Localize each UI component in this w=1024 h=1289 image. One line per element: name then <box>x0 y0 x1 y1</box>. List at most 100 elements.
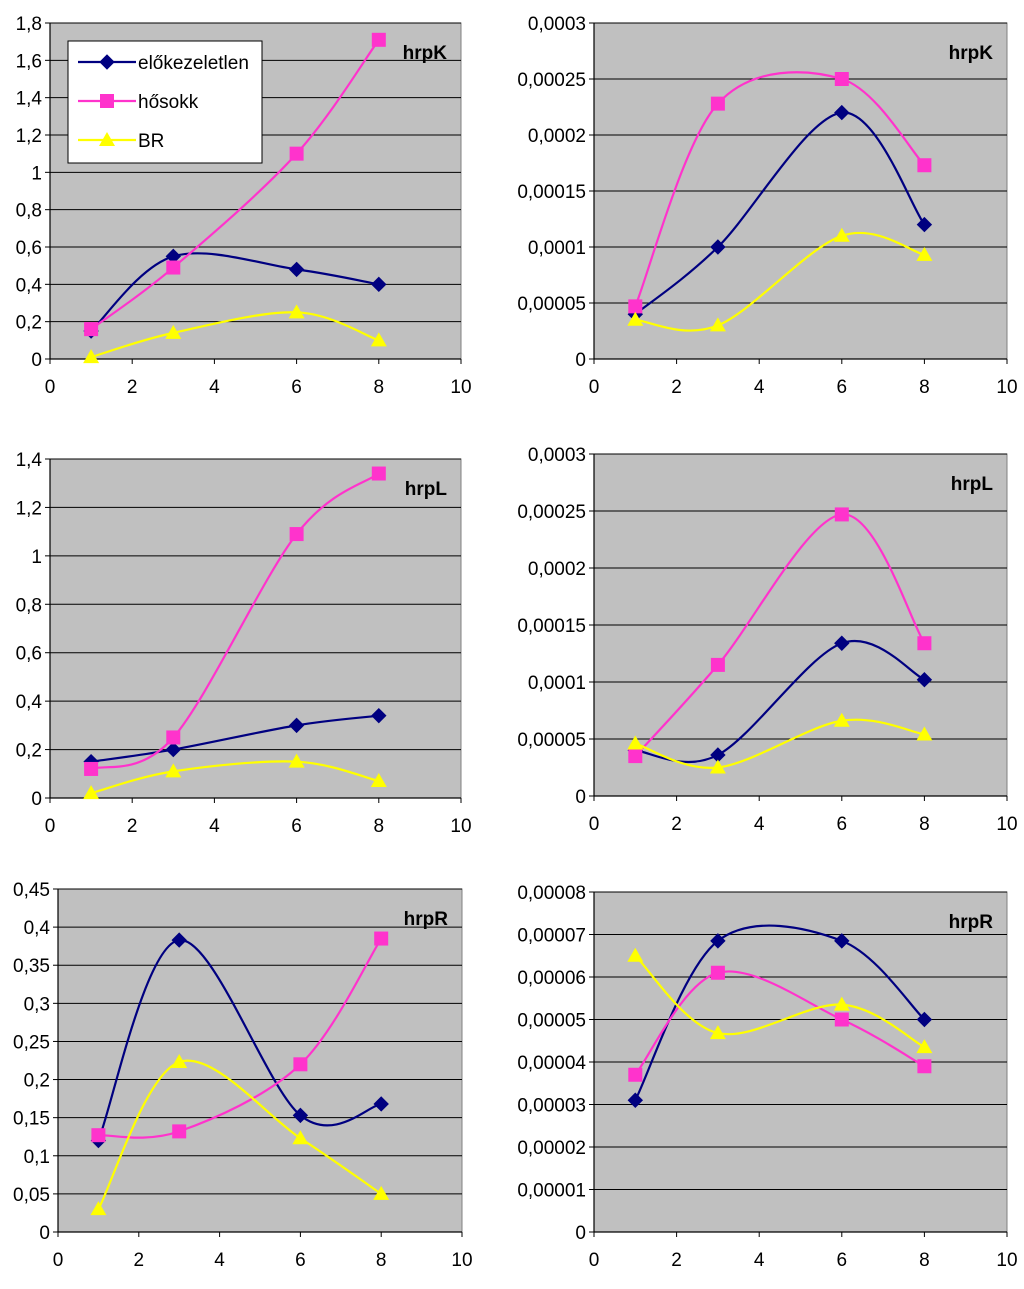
x-tick-label: 2 <box>671 377 682 398</box>
series-line-2 <box>98 937 383 1139</box>
y-tick-label: 0,2 <box>24 1071 50 1092</box>
y-tick-label: 0,00001 <box>517 1181 586 1202</box>
data-point <box>166 730 181 745</box>
x-tick-label: 0 <box>589 1250 600 1271</box>
x-tick-label: 0 <box>53 1250 64 1271</box>
x-tick-label: 10 <box>996 1250 1017 1271</box>
data-point <box>373 1185 390 1200</box>
data-point <box>91 1128 106 1143</box>
chart-panel-6: 0 0,00001 0,00002 0,00003 0,00004 0,00005 0,00… <box>517 883 1017 1271</box>
data-point <box>165 763 182 778</box>
data-point <box>84 761 99 776</box>
y-tick-label: 0,45 <box>13 880 50 901</box>
data-point <box>710 96 725 111</box>
data-point <box>371 32 386 47</box>
data-point <box>834 933 850 949</box>
x-tick-label: 10 <box>450 816 471 837</box>
chart-panel-4: 0 0,00005 0,0001 0,00015 0,0002 0,00025 0,0003… <box>517 445 1017 835</box>
y-tick-label: 1,6 <box>16 51 42 72</box>
x-tick-label: 6 <box>295 1250 306 1271</box>
series-line-2 <box>634 970 925 1076</box>
y-tick-label: 0,8 <box>16 201 42 222</box>
y-tick-label: 0 <box>575 350 586 371</box>
y-tick-label: 0,35 <box>13 956 50 977</box>
x-tick-label: 10 <box>996 377 1017 398</box>
x-tick-label: 4 <box>754 377 765 398</box>
y-tick-label: 0,00005 <box>517 294 586 315</box>
y-tick-label: 0,0002 <box>528 559 586 580</box>
y-tick-label: 0 <box>575 787 586 808</box>
y-tick-label: 0,2 <box>16 741 42 762</box>
y-tick-label: 0,3 <box>24 994 50 1015</box>
x-tick-label: 8 <box>376 1250 387 1271</box>
y-tick-label: 0,6 <box>16 644 42 665</box>
legend-marker <box>99 54 115 70</box>
y-tick-label: 0,00025 <box>517 70 586 91</box>
data-point <box>710 239 726 255</box>
data-point <box>288 304 305 319</box>
y-tick-label: 0,25 <box>13 1032 50 1053</box>
series-line-2 <box>90 39 380 331</box>
y-tick-label: 0,0001 <box>528 673 586 694</box>
x-tick-label: 4 <box>754 814 765 835</box>
data-point <box>916 246 933 261</box>
data-point <box>834 1012 849 1027</box>
legend-marker <box>99 132 115 146</box>
data-point <box>292 1107 309 1124</box>
x-tick-label: 6 <box>837 1250 848 1271</box>
data-point <box>171 932 187 948</box>
x-tick-label: 10 <box>451 1250 472 1271</box>
x-tick-label: 2 <box>127 377 138 398</box>
data-point <box>833 712 850 727</box>
y-tick-label: 0,8 <box>16 595 42 616</box>
x-tick-label: 0 <box>589 814 600 835</box>
y-tick-label: 1,2 <box>16 498 42 519</box>
data-point <box>289 146 304 161</box>
y-tick-label: 0 <box>39 1223 50 1244</box>
data-point <box>627 735 644 750</box>
data-point <box>834 72 849 86</box>
y-tick-label: 0,00005 <box>517 730 586 751</box>
y-tick-label: 0,00008 <box>517 883 586 904</box>
data-point <box>374 931 389 946</box>
data-point <box>84 322 99 337</box>
data-point <box>627 947 644 962</box>
x-tick-label: 8 <box>374 377 385 398</box>
x-tick-label: 6 <box>837 814 848 835</box>
y-tick-label: 1 <box>31 163 42 184</box>
data-point <box>628 749 643 764</box>
x-tick-label: 4 <box>214 1250 225 1271</box>
data-point <box>373 1096 389 1112</box>
chart-title: hrpL <box>405 479 448 500</box>
y-tick-label: 0,6 <box>16 238 42 259</box>
chart-panel-2: 0 0,00005 0,0001 0,00015 0,0002 0,00025 0,0003… <box>517 14 1017 398</box>
data-point <box>83 349 100 364</box>
y-tick-label: 0,0003 <box>528 14 586 35</box>
data-point <box>288 261 305 278</box>
y-tick-label: 1,2 <box>16 126 42 147</box>
series-line-2 <box>634 71 926 307</box>
data-point <box>834 507 849 522</box>
data-point <box>288 717 305 734</box>
y-tick-label: 0,4 <box>16 275 43 296</box>
data-point <box>371 276 387 293</box>
legend-label: előkezeletlen <box>138 53 249 74</box>
y-tick-label: 0,4 <box>16 692 43 713</box>
y-tick-label: 0,00015 <box>517 616 586 637</box>
y-tick-label: 0,0002 <box>528 126 586 147</box>
data-point <box>916 672 933 688</box>
data-point <box>834 104 850 121</box>
data-point <box>288 753 305 768</box>
x-tick-label: 0 <box>45 377 56 398</box>
legend-marker <box>100 94 114 108</box>
data-point <box>628 299 643 314</box>
data-point <box>83 785 100 800</box>
series-line-3 <box>90 311 380 359</box>
x-tick-label: 8 <box>374 816 385 837</box>
y-tick-label: 1,4 <box>16 89 43 110</box>
y-tick-label: 0 <box>31 789 42 810</box>
data-point <box>165 741 182 758</box>
series-line-2 <box>634 513 926 757</box>
y-tick-label: 1 <box>31 547 42 568</box>
series-line-3 <box>97 1059 382 1210</box>
